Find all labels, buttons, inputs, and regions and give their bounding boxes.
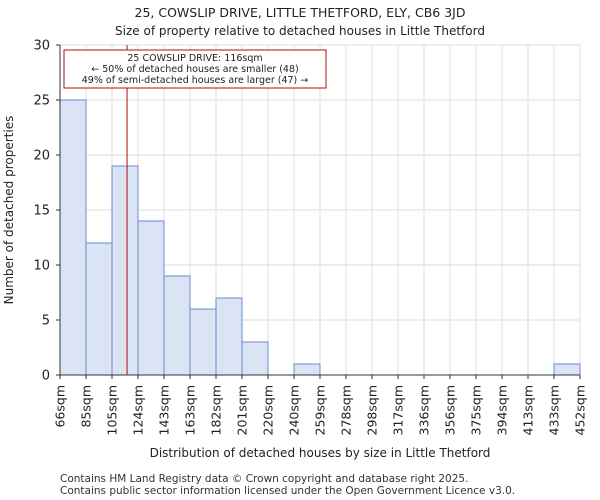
x-tick-label: 336sqm xyxy=(417,385,432,435)
x-tick-label: 220sqm xyxy=(261,385,276,435)
x-tick-label: 413sqm xyxy=(521,385,536,435)
x-tick-label: 182sqm xyxy=(209,385,224,435)
bar xyxy=(553,363,581,376)
bar xyxy=(111,165,139,376)
y-tick-label: 20 xyxy=(33,149,50,164)
x-tick-label: 278sqm xyxy=(339,385,354,435)
property-marker: 25 COWSLIP DRIVE: 116sqm← 50% of detache… xyxy=(63,45,327,375)
x-tick-label: 66sqm xyxy=(53,385,68,428)
bar xyxy=(137,220,165,376)
x-tick-label: 375sqm xyxy=(469,385,484,435)
annotation-box xyxy=(63,49,327,89)
footer-copyright: Contains HM Land Registry data © Crown c… xyxy=(60,473,469,485)
x-tick-label: 356sqm xyxy=(443,385,458,435)
y-tick-label: 5 xyxy=(42,314,50,329)
x-tick-label: 394sqm xyxy=(495,385,510,435)
y-tick-label: 25 xyxy=(33,94,50,109)
annotation-line: 25 COWSLIP DRIVE: 116sqm xyxy=(127,53,262,64)
y-tick-label: 10 xyxy=(33,259,50,274)
x-tick-label: 433sqm xyxy=(547,385,562,435)
x-tick-label: 163sqm xyxy=(183,385,198,435)
x-tick-label: 124sqm xyxy=(131,385,146,435)
bar xyxy=(241,341,269,376)
x-tick-label: 240sqm xyxy=(287,385,302,435)
bar xyxy=(163,275,191,376)
chart-subtitle: Size of property relative to detached ho… xyxy=(115,24,485,38)
x-tick-label: 452sqm xyxy=(573,385,588,435)
annotation-line: 49% of semi-detached houses are larger (… xyxy=(82,75,309,86)
x-tick-label: 317sqm xyxy=(391,385,406,435)
footer-licence: Contains public sector information licen… xyxy=(60,485,516,497)
y-tick-label: 15 xyxy=(33,204,50,219)
y-ticks: 0 5 10 15 20 25 30 xyxy=(33,39,60,384)
bar xyxy=(293,363,321,376)
y-tick-label: 30 xyxy=(33,39,50,54)
x-tick-label: 105sqm xyxy=(105,385,120,435)
x-axis-label: Distribution of detached houses by size … xyxy=(150,446,491,460)
bars xyxy=(59,99,581,376)
x-tick-label: 201sqm xyxy=(235,385,250,435)
x-tick-label: 143sqm xyxy=(157,385,172,435)
x-tick-label: 298sqm xyxy=(365,385,380,435)
x-tick-label: 259sqm xyxy=(313,385,328,435)
chart-title: 25, COWSLIP DRIVE, LITTLE THETFORD, ELY,… xyxy=(135,5,466,20)
y-axis-label: Number of detached properties xyxy=(2,116,16,305)
x-tick-label: 85sqm xyxy=(79,385,94,428)
annotation-line: ← 50% of detached houses are smaller (48… xyxy=(91,64,298,75)
bar xyxy=(59,99,87,376)
y-tick-label: 0 xyxy=(42,369,50,384)
x-ticks: 66sqm 85sqm 105sqm 124sqm 143sqm 163sqm 182sqm… xyxy=(53,375,588,435)
bar xyxy=(85,242,113,376)
bar xyxy=(215,297,243,376)
bar xyxy=(189,308,217,376)
